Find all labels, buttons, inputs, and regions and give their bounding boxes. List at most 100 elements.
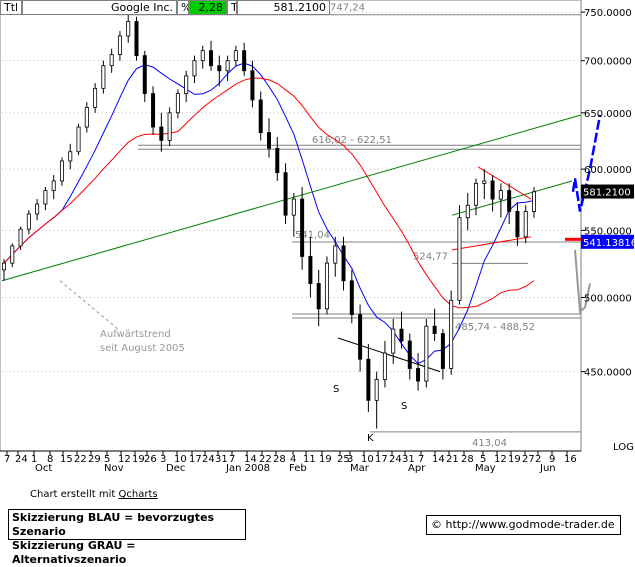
x-tick-label: 15: [60, 454, 73, 465]
x-month-label: Nov: [104, 463, 124, 474]
scenario-legend: Skizzierung BLAU = bevorzugtes Szenario …: [8, 509, 246, 566]
last-price-label: 581.2100: [583, 188, 631, 199]
candle-body: [101, 65, 106, 89]
trend-line-green-short: [451, 180, 573, 216]
candle-body: [266, 132, 271, 149]
plot-area: [0, 0, 582, 452]
candle-body: [366, 358, 371, 401]
pattern-label: K: [367, 433, 374, 444]
y-tick-label: 500.0000: [584, 293, 632, 304]
candle-body: [43, 190, 48, 205]
x-month-label: Jan 2008: [225, 463, 270, 474]
x-tick-label: 14: [432, 454, 445, 465]
x-tick-label: 25: [337, 454, 350, 465]
y-tick-label: 650.0000: [584, 109, 632, 120]
credit-tool-link[interactable]: Qcharts: [118, 489, 158, 500]
chart-credit: Chart erstellt mit Qcharts: [30, 489, 158, 500]
candle-body: [341, 245, 346, 282]
y-tick-label: 700.0000: [584, 57, 632, 68]
neckline: [337, 337, 441, 373]
candle-body: [316, 283, 321, 310]
scenarios: [571, 114, 602, 314]
candle-body: [358, 314, 363, 360]
candle-body: [349, 280, 354, 315]
candle-body: [457, 217, 462, 301]
candle-body: [93, 87, 98, 108]
trend-guide-dashed: [59, 280, 119, 330]
website-link[interactable]: http://www.godmode-trader.de: [445, 518, 615, 531]
candle-body: [465, 204, 470, 219]
x-tick-label: 17: [189, 454, 202, 465]
candle-body: [134, 21, 139, 57]
ma-red-line: [3, 77, 535, 309]
pct-label-cell: %: [177, 0, 189, 15]
x-tick-label: 10: [174, 454, 187, 465]
x-tick-label: 10: [361, 454, 374, 465]
level-label: 747,24: [330, 3, 365, 14]
candle-body: [416, 368, 421, 382]
candle-body: [117, 35, 122, 56]
legend-gray: Skizzierung GRAU = Alternativszenario: [12, 539, 136, 566]
candle-body: [225, 60, 230, 72]
x-tick-label: 24: [15, 454, 28, 465]
x-tick-label: 22: [74, 454, 87, 465]
candle-body: [449, 299, 454, 369]
x-tick-label: 14: [244, 454, 257, 465]
trend-line-green: [1, 114, 582, 282]
candle-body: [275, 147, 280, 174]
candle-body: [233, 50, 238, 62]
candle-body: [291, 198, 296, 216]
candle-body: [151, 93, 156, 128]
candle-body: [68, 151, 73, 162]
candles: [2, 14, 537, 429]
x-tick-label: 5: [480, 454, 486, 465]
candle-body: [308, 256, 313, 284]
candle-body: [474, 182, 479, 206]
ma-value-tag: [581, 234, 634, 249]
x-tick-label: 21: [446, 454, 459, 465]
ma-blue-line: [3, 62, 535, 365]
ttl-cell: Ttl: [0, 0, 22, 15]
candle-body: [200, 50, 205, 62]
x-tick-label: 19: [319, 454, 332, 465]
t-label-cell: T: [227, 0, 237, 15]
candle-body: [424, 325, 429, 382]
x-tick-label: 24: [389, 454, 402, 465]
pattern-label: S: [401, 401, 407, 412]
x-tick-label: 31: [402, 454, 415, 465]
x-tick-label: 19: [132, 454, 145, 465]
x-tick-label: 22: [259, 454, 272, 465]
copyright-symbol: ©: [431, 518, 442, 531]
candle-body: [109, 54, 114, 67]
candle-body: [26, 213, 31, 230]
x-tick-label: 24: [202, 454, 215, 465]
x-tick-label: 7: [229, 454, 235, 465]
level-label: 485,74 - 488,52: [455, 322, 535, 333]
last-price-tag: [581, 184, 634, 199]
ma-value-label: 541.13816: [583, 238, 635, 249]
price-cell: 581.2100: [237, 0, 330, 15]
x-tick-label: 12: [118, 454, 131, 465]
x-tick-label: 7: [418, 454, 424, 465]
x-tick-label: 28: [273, 454, 286, 465]
x-month-label: May: [475, 463, 496, 474]
x-tick-label: 28: [461, 454, 474, 465]
candle-body: [18, 228, 23, 247]
x-tick-label: 1: [31, 454, 37, 465]
candle-body: [167, 112, 172, 141]
x-tick-label: 9: [549, 454, 555, 465]
pct-value-cell: 2,28: [189, 0, 227, 15]
y-tick-label: 550.0000: [584, 226, 632, 237]
candle-body: [532, 191, 537, 212]
level-label: 616,02 - 622,51: [312, 135, 392, 146]
candle-body: [523, 211, 528, 238]
x-tick-label: 4: [290, 454, 296, 465]
x-tick-label: 12: [494, 454, 507, 465]
horizontal-levels: 747,24 616,02 - 622,51 541,04 524,77 485,74 …: [116, 3, 581, 449]
website-box: © http://www.godmode-trader.de: [426, 515, 621, 535]
chart-annotations: S K S Aufwärtstrend seit August 2005: [100, 329, 407, 444]
moving-averages: [3, 62, 535, 365]
x-tick-label: 17: [375, 454, 388, 465]
candle-body: [440, 333, 445, 369]
y-tick-label: 600.0000: [584, 165, 632, 176]
